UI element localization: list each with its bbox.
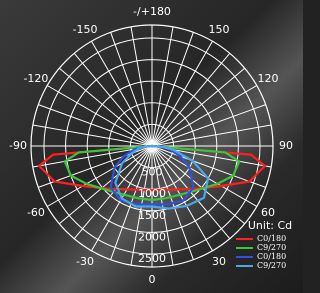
angle-tick-label: 30 — [212, 255, 226, 268]
angle-tick-label: 0 — [149, 273, 156, 286]
legend-label: C9/270 — [257, 261, 286, 270]
legend-label: C0/180 — [257, 234, 286, 243]
angle-tick-label: 150 — [209, 23, 230, 36]
r-tick-label: 1000 — [138, 187, 166, 200]
angle-tick-label: -/+180 — [133, 5, 171, 18]
r-tick-label: 2500 — [138, 252, 166, 265]
angle-tick-label: -90 — [9, 139, 27, 152]
r-tick-label: 1500 — [138, 209, 166, 222]
chart: 500 1000 1500 2000 2500 -/+180 -150 150 -120 120 -… — [0, 0, 303, 293]
unit-label: Unit: Cd — [248, 219, 292, 232]
r-tick-label: 2000 — [138, 230, 166, 243]
r-tick-label: 500 — [142, 166, 163, 179]
angle-tick-label: 90 — [279, 139, 293, 152]
angle-tick-label: 60 — [261, 206, 275, 219]
angle-tick-label: 120 — [258, 72, 279, 85]
legend-label: C9/270 — [257, 243, 286, 252]
angle-tick-label: -120 — [23, 72, 48, 85]
angle-tick-label: -150 — [73, 23, 98, 36]
legend-label: C0/180 — [257, 252, 286, 261]
angle-tick-label: -30 — [76, 255, 94, 268]
angle-tick-label: -60 — [27, 206, 45, 219]
